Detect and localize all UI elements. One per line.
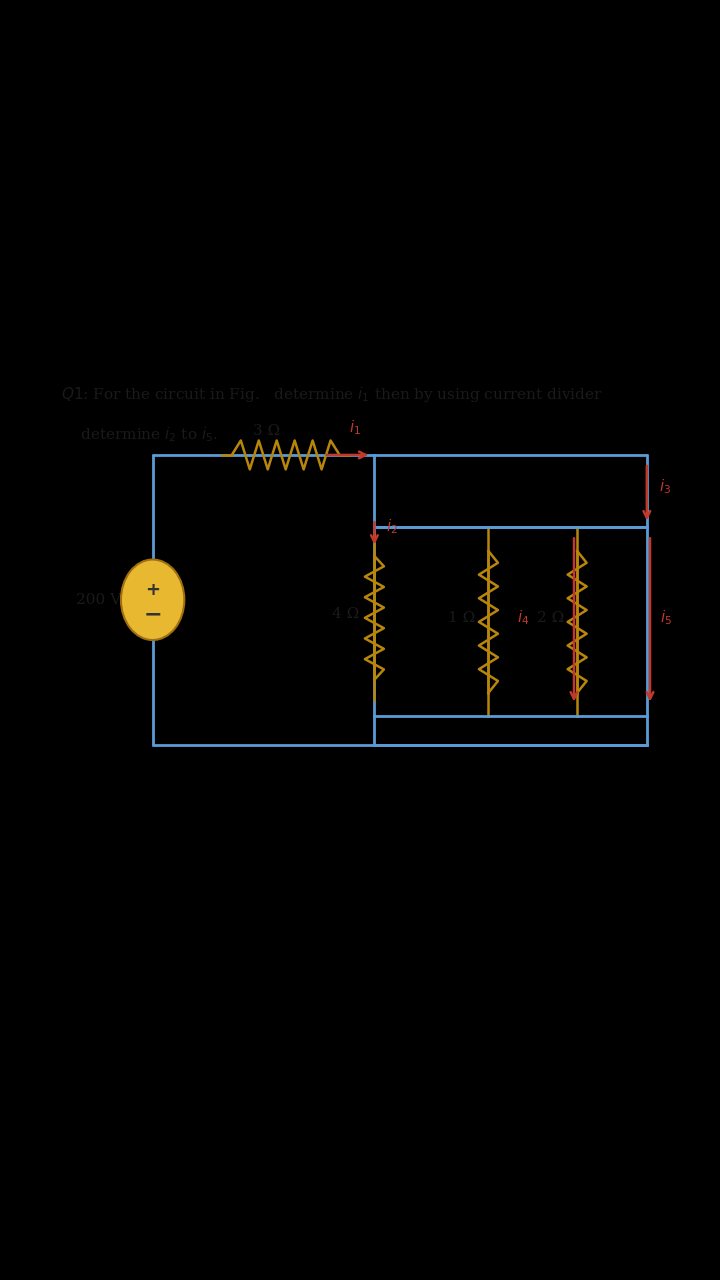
Text: $i_2$: $i_2$ [386,517,398,536]
Text: 200 V: 200 V [76,593,122,607]
Text: $i_1$: $i_1$ [349,419,361,438]
Text: 1 Ω: 1 Ω [449,611,475,625]
Circle shape [121,559,184,640]
Text: $i_5$: $i_5$ [660,608,672,627]
Text: +: + [145,581,160,599]
Text: 2 Ω: 2 Ω [537,611,564,625]
Text: 4 Ω: 4 Ω [332,607,359,621]
Text: −: − [143,604,162,625]
Text: $i_3$: $i_3$ [659,477,670,495]
Text: determine $i_2$ to $i_5$.: determine $i_2$ to $i_5$. [60,425,217,444]
Text: $Q1$: For the circuit in Fig.   determine $i_1$ then by using current divider: $Q1$: For the circuit in Fig. determine … [60,385,603,404]
Text: 3 Ω: 3 Ω [253,424,280,438]
Text: $i_4$: $i_4$ [517,608,529,627]
